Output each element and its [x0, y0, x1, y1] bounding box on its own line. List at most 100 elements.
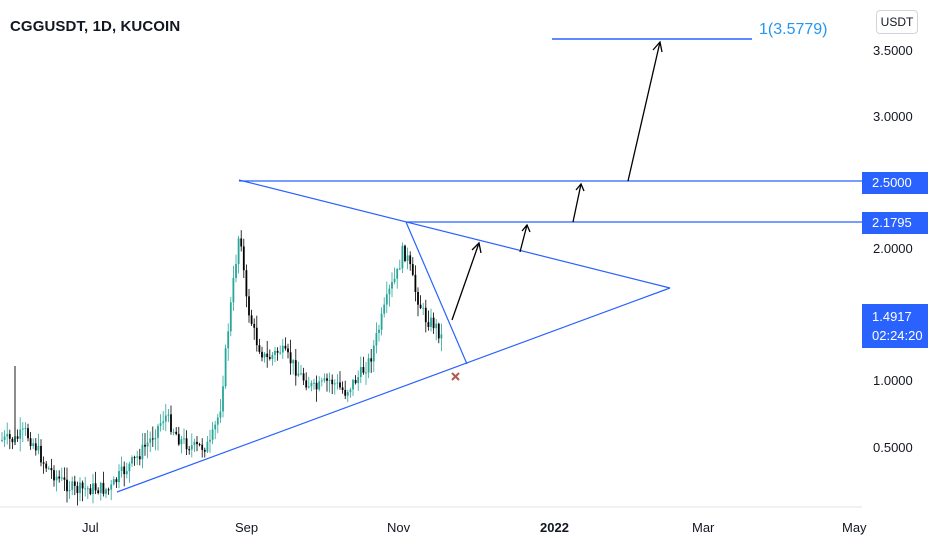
x-tick-label: May [842, 520, 867, 535]
falling-trendline[interactable] [405, 221, 468, 365]
candle-body [232, 277, 235, 303]
candle-body [198, 444, 201, 446]
x-tick-label: Mar [692, 520, 715, 535]
bar-countdown: 02:24:20 [872, 328, 923, 343]
candle-body [346, 392, 349, 396]
candle-body [271, 354, 274, 359]
candle-body [362, 367, 365, 373]
candle-body [281, 345, 284, 353]
candle-body [53, 470, 55, 481]
candle-body [248, 296, 250, 316]
candle-body [162, 421, 165, 424]
candle-body [235, 264, 237, 278]
candle-body [357, 376, 360, 384]
candle-body [71, 481, 74, 490]
candle-body [76, 485, 79, 494]
triangle-upper-trendline[interactable] [238, 179, 671, 289]
candle-body [261, 351, 263, 358]
triangle-lower-trendline[interactable] [116, 287, 671, 493]
x-tick-label: 2022 [540, 520, 569, 535]
x-tick-label: Sep [235, 520, 258, 535]
arrow-1-head [471, 241, 482, 254]
candle-body [115, 479, 118, 483]
x-tick-label: Nov [387, 520, 411, 535]
candle-body [300, 373, 302, 375]
candle-body [396, 269, 399, 279]
candlestick-series [1, 230, 443, 506]
candle-body [120, 466, 123, 472]
candle-body [102, 482, 105, 494]
candle-body [1, 439, 3, 441]
candle-body [274, 350, 276, 355]
candle-body [6, 434, 9, 437]
candle-body [422, 307, 425, 309]
candle-body [34, 443, 37, 451]
candle-body [86, 488, 89, 490]
candle-body [359, 367, 362, 377]
candle-body [37, 445, 40, 451]
candle-body [240, 238, 243, 247]
candle-body [138, 456, 141, 460]
candle-body [294, 360, 297, 376]
candle-body [154, 437, 157, 440]
last-price-tag: 1.4917 02:24:20 [862, 304, 928, 348]
candle-body [89, 488, 92, 495]
candle-body [370, 358, 373, 362]
candle-body [222, 386, 224, 412]
candle-body [209, 439, 211, 442]
candle-body [118, 471, 120, 483]
candle-body [323, 378, 326, 381]
candle-body [206, 441, 209, 452]
candle-body [188, 449, 191, 451]
y-tick-label: 2.0000 [873, 241, 913, 256]
candle-body [40, 445, 42, 463]
candle-body [125, 471, 128, 475]
candle-body [333, 383, 336, 385]
breakout-arrows [451, 40, 663, 321]
candle-body [92, 483, 94, 495]
candle-body [344, 390, 347, 396]
candle-body [419, 304, 422, 309]
candle-body [378, 329, 380, 333]
last-price-value: 1.4917 [872, 309, 912, 324]
candle-body [328, 379, 331, 381]
candle-body [401, 245, 404, 269]
candle-body [180, 439, 183, 445]
candle-body [245, 270, 248, 297]
symbol-title[interactable]: CGGUSDT, 1D, KUCOIN [10, 18, 181, 35]
candle-body [50, 468, 53, 471]
candle-body [276, 350, 279, 353]
candle-body [128, 463, 131, 472]
candle-body [302, 373, 305, 381]
candle-body [170, 414, 172, 432]
candle-body [110, 484, 113, 490]
candle-body [68, 489, 71, 492]
candle-body [211, 429, 214, 440]
candle-body [167, 414, 170, 416]
candle-body [136, 456, 139, 458]
candle-body [45, 463, 48, 469]
price-tag-resistance-2: 2.1795 [862, 212, 928, 234]
candle-body [242, 246, 245, 271]
candle-body [385, 294, 388, 305]
candle-body [224, 348, 227, 387]
candle-body [146, 442, 149, 447]
candle-body [55, 476, 58, 481]
candle-body [201, 444, 204, 450]
candle-body [11, 438, 14, 443]
y-tick-label: 1.0000 [873, 373, 913, 388]
candle-body [313, 382, 315, 384]
currency-selector[interactable]: USDT [876, 10, 918, 34]
candle-body [417, 292, 419, 305]
x-tick-label: Jul [82, 520, 99, 535]
candle-body [391, 282, 393, 289]
candle-body [367, 358, 370, 373]
candle-body [229, 302, 232, 332]
candle-body [424, 307, 427, 323]
arrow-2 [519, 224, 528, 253]
candle-body [58, 476, 61, 479]
candle-body [175, 431, 178, 435]
candle-body [97, 490, 100, 494]
candle-body [331, 379, 334, 385]
